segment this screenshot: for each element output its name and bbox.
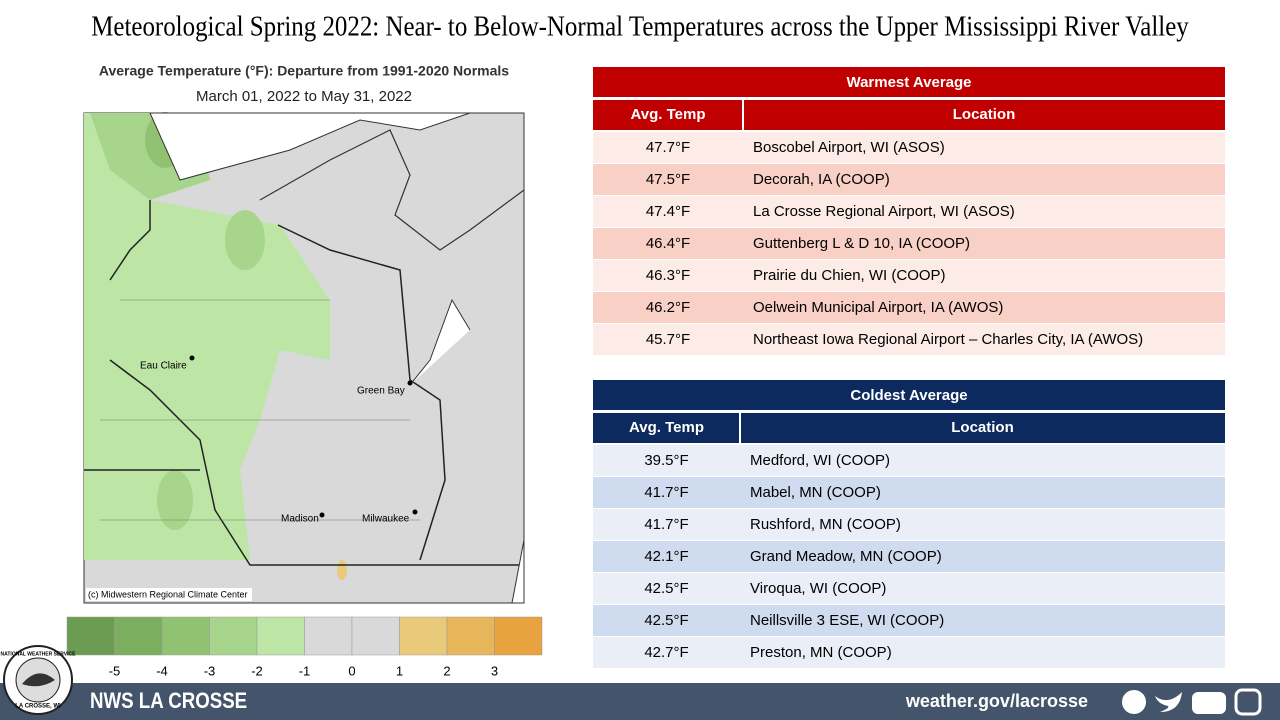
city-label: Eau Claire [140,361,187,372]
location-cell: Grand Meadow, MN (COOP) [750,548,942,565]
table-row [593,445,1225,476]
table-row [593,228,1225,259]
legend-swatch [256,616,305,656]
temperature-cell: 46.2°F [646,299,690,316]
legend-label: 2 [443,663,450,678]
logo-text: NATIONAL WEATHER SERVICE [1,651,77,657]
table-row [593,541,1225,572]
table-title-bar [593,67,1225,97]
table-row [593,477,1225,508]
city-label: Green Bay [357,386,405,397]
table-header [593,100,742,130]
table-header [741,413,1225,443]
social-icons [1122,688,1262,716]
legend-label: -1 [299,663,311,678]
city-label: Milwaukee [362,514,410,525]
map-title: Average Temperature (°F): Departure from… [99,63,509,79]
location-cell: Oelwein Municipal Airport, IA (AWOS) [753,299,1003,316]
temperature-cell: 39.5°F [644,452,688,469]
map: Eau Claire Green Bay Madison Milwaukee (… [83,112,525,604]
office-name: NWS LA CROSSE [90,689,247,713]
youtube-icon[interactable] [1192,692,1226,714]
location-cell: La Crosse Regional Airport, WI (ASOS) [753,203,1015,220]
table-row [593,164,1225,195]
temperature-cell: 46.3°F [646,267,690,284]
twitter-icon[interactable] [1155,692,1182,712]
map-credit: (c) Midwestern Regional Climate Center [88,589,248,599]
legend-swatch [446,616,495,656]
legend-swatch [161,616,210,656]
legend-swatch [399,616,448,656]
table-row [593,637,1225,668]
legend-label: 0 [348,663,355,678]
table-row [593,132,1225,163]
facebook-icon[interactable] [1122,690,1146,714]
temperature-cell: 41.7°F [644,484,688,501]
table-title-bar [593,380,1225,410]
city-label: Madison [281,514,319,525]
legend-swatch [209,616,258,656]
column-header: Avg. Temp [629,419,704,436]
temperature-cell: 42.5°F [644,580,688,597]
legend-label: -2 [251,663,263,678]
temperature-cell: 47.4°F [646,203,690,220]
location-cell: Northeast Iowa Regional Airport – Charle… [753,331,1143,348]
location-cell: Medford, WI (COOP) [750,452,890,469]
logo-text: LA CROSSE, WI [15,704,61,710]
legend-label: 1 [396,663,403,678]
table-header [744,100,1225,130]
table-row [593,260,1225,291]
legend-swatch [114,616,163,656]
footer-bar [0,683,1280,720]
tables: Warmest Average Avg. Temp Location 47.7°F Bo… [593,67,1225,668]
legend-swatch [494,616,543,656]
temperature-cell: 47.7°F [646,139,690,156]
legend-label: 3 [491,663,498,678]
location-cell: Mabel, MN (COOP) [750,484,881,501]
table-row [593,573,1225,604]
column-header: Avg. Temp [630,106,705,123]
table-header [593,413,739,443]
table-row [593,605,1225,636]
table-row [593,292,1225,323]
temperature-cell: 42.1°F [644,548,688,565]
legend-label: -4 [156,663,168,678]
slide-title: Meteorological Spring 2022: Near- to Bel… [91,10,1189,42]
temperature-cell: 41.7°F [644,516,688,533]
location-cell: Boscobel Airport, WI (ASOS) [753,139,945,156]
table-row [593,509,1225,540]
map-subtitle: March 01, 2022 to May 31, 2022 [196,88,412,105]
legend-swatch [66,616,115,656]
logo: NATIONAL WEATHER SERVICE LA CROSSE, WI [1,645,77,715]
legend-swatch [304,616,353,656]
temperature-cell: 45.7°F [646,331,690,348]
temperature-cell: 42.7°F [644,644,688,661]
legend-label: -5 [109,663,121,678]
location-cell: Guttenberg L & D 10, IA (COOP) [753,235,970,252]
temperature-cell: 47.5°F [646,171,690,188]
legend-label: -3 [204,663,216,678]
temperature-cell: 46.4°F [646,235,690,252]
location-cell: Preston, MN (COOP) [750,644,892,661]
legend: -5 -4 -3 -2 -1 0 1 2 3 [66,616,543,678]
instagram-icon[interactable] [1234,688,1262,716]
footer-url[interactable]: weather.gov/lacrosse [905,691,1088,711]
location-cell: Rushford, MN (COOP) [750,516,901,533]
table-row [593,324,1225,355]
table-row [593,196,1225,227]
temperature-cell: 42.5°F [644,612,688,629]
legend-swatch [351,616,400,656]
location-cell: Decorah, IA (COOP) [753,171,890,188]
table-title: Coldest Average [850,387,967,404]
location-cell: Viroqua, WI (COOP) [750,580,886,597]
column-header: Location [951,419,1014,436]
location-cell: Neillsville 3 ESE, WI (COOP) [750,612,944,629]
table-title: Warmest Average [846,74,971,91]
column-header: Location [953,106,1016,123]
location-cell: Prairie du Chien, WI (COOP) [753,267,946,284]
